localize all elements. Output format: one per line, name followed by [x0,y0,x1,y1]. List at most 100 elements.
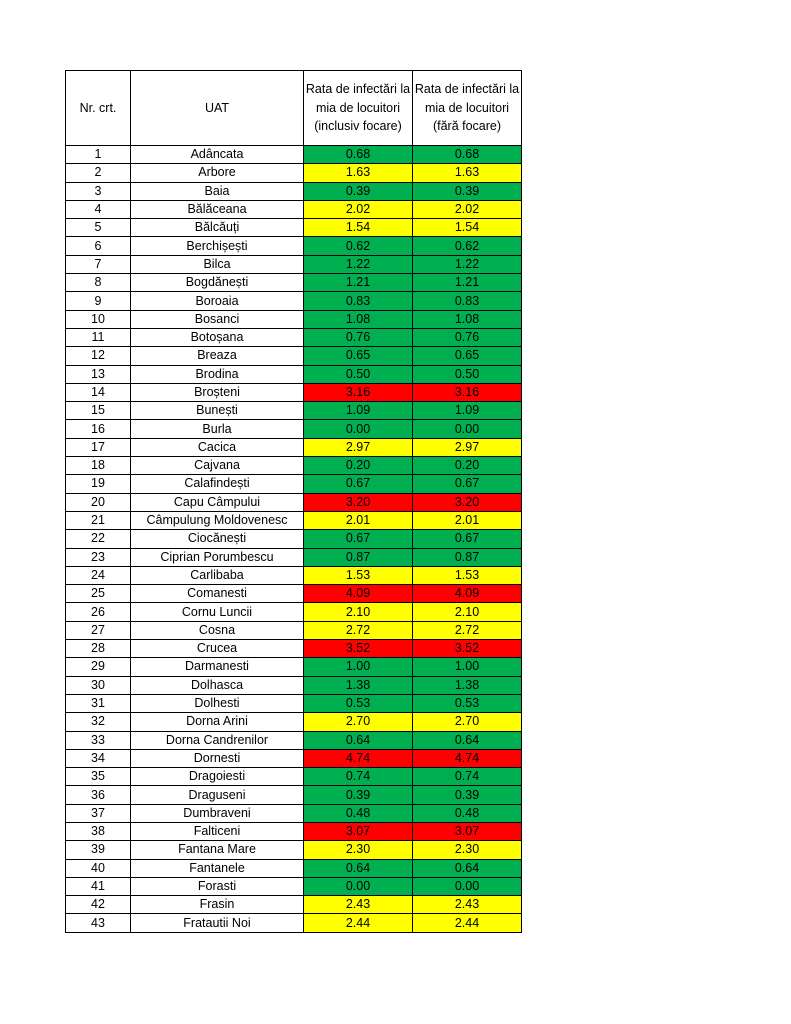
rate-including-outbreaks: 0.68 [303,144,413,165]
row-number: 1 [65,144,131,165]
uat-name: Bilca [130,254,304,275]
table-row: 23 Ciprian Porumbescu 0.87 0.87 [65,547,522,567]
row-number: 5 [65,218,131,238]
table-row: 35 Dragoiesti 0.74 0.74 [65,767,522,787]
uat-name: Berchișești [130,236,304,256]
row-number: 25 [65,584,131,604]
uat-name: Dolhesti [130,693,304,714]
table-row: 39 Fantana Mare 2.30 2.30 [65,840,522,860]
row-number: 22 [65,529,131,549]
rate-including-outbreaks: 1.09 [303,401,413,421]
row-number: 7 [65,254,131,275]
rate-including-outbreaks: 2.02 [303,199,413,220]
row-number: 31 [65,693,131,714]
rate-excluding-outbreaks: 2.01 [412,510,522,531]
rate-excluding-outbreaks: 3.16 [412,382,522,403]
table-row: 19 Calafindești 0.67 0.67 [65,474,522,494]
row-number: 11 [65,327,131,348]
uat-name: Darmanesti [130,657,304,677]
rate-excluding-outbreaks: 2.70 [412,712,522,732]
row-number: 39 [65,840,131,860]
row-number: 36 [65,785,131,805]
row-number: 20 [65,492,131,512]
table-row: 13 Brodina 0.50 0.50 [65,364,522,384]
row-number: 24 [65,565,131,586]
rate-including-outbreaks: 2.97 [303,437,413,458]
rate-excluding-outbreaks: 0.39 [412,785,522,805]
header-row: Nr. crt. UAT Rata de infectări la mia de… [65,70,522,146]
row-number: 4 [65,199,131,220]
table-row: 1 Adâncata 0.68 0.68 [65,144,522,165]
rate-including-outbreaks: 0.39 [303,785,413,805]
row-number: 10 [65,309,131,329]
uat-name: Dragoiesti [130,767,304,787]
rate-excluding-outbreaks: 0.48 [412,803,522,823]
table-row: 2 Arbore 1.63 1.63 [65,163,522,183]
table-row: 37 Dumbraveni 0.48 0.48 [65,803,522,823]
rate-including-outbreaks: 0.65 [303,346,413,366]
rate-including-outbreaks: 2.10 [303,602,413,622]
rate-excluding-outbreaks: 1.54 [412,218,522,238]
rate-including-outbreaks: 0.67 [303,474,413,494]
uat-name: Bosanci [130,309,304,329]
row-number: 43 [65,913,131,933]
rate-excluding-outbreaks: 1.63 [412,163,522,183]
table-row: 6 Berchișești 0.62 0.62 [65,236,522,256]
row-number: 3 [65,181,131,201]
rate-including-outbreaks: 4.09 [303,584,413,604]
rate-including-outbreaks: 1.21 [303,273,413,293]
rate-excluding-outbreaks: 0.64 [412,730,522,750]
row-number: 14 [65,382,131,403]
uat-name: Fantanele [130,858,304,878]
uat-name: Bunești [130,401,304,421]
uat-name: Bălcăuți [130,218,304,238]
table-row: 17 Cacica 2.97 2.97 [65,437,522,458]
rate-excluding-outbreaks: 0.87 [412,547,522,567]
uat-name: Fantana Mare [130,840,304,860]
rate-excluding-outbreaks: 1.22 [412,254,522,275]
row-number: 16 [65,419,131,439]
rate-including-outbreaks: 2.01 [303,510,413,531]
uat-name: Boroaia [130,291,304,311]
row-number: 13 [65,364,131,384]
table-row: 5 Bălcăuți 1.54 1.54 [65,218,522,238]
uat-name: Adâncata [130,144,304,165]
rate-including-outbreaks: 0.00 [303,876,413,897]
table-row: 8 Bogdănești 1.21 1.21 [65,273,522,293]
rate-including-outbreaks: 0.64 [303,858,413,878]
rate-excluding-outbreaks: 0.50 [412,364,522,384]
row-number: 2 [65,163,131,183]
uat-name: Cajvana [130,456,304,476]
rate-including-outbreaks: 0.48 [303,803,413,823]
table-body: 1 Adâncata 0.68 0.68 2 Arbore 1.63 1.63 3 Baia 0.3… [65,144,522,933]
table-row: 31 Dolhesti 0.53 0.53 [65,693,522,714]
row-number: 40 [65,858,131,878]
rate-excluding-outbreaks: 2.43 [412,895,522,915]
row-number: 34 [65,748,131,769]
rate-including-outbreaks: 1.54 [303,218,413,238]
uat-name: Dumbraveni [130,803,304,823]
rate-including-outbreaks: 0.76 [303,327,413,348]
uat-name: Comanesti [130,584,304,604]
rate-including-outbreaks: 3.52 [303,639,413,659]
uat-name: Fratautii Noi [130,913,304,933]
rate-including-outbreaks: 1.38 [303,675,413,695]
header-nr-crt: Nr. crt. [65,70,131,146]
table-row: 40 Fantanele 0.64 0.64 [65,858,522,878]
rate-including-outbreaks: 0.62 [303,236,413,256]
rate-excluding-outbreaks: 0.67 [412,474,522,494]
table-row: 16 Burla 0.00 0.00 [65,419,522,439]
uat-name: Bogdănești [130,273,304,293]
table-row: 34 Dornesti 4.74 4.74 [65,748,522,769]
rate-excluding-outbreaks: 3.07 [412,821,522,842]
table-row: 29 Darmanesti 1.00 1.00 [65,657,522,677]
header-uat: UAT [130,70,304,146]
rate-excluding-outbreaks: 0.68 [412,144,522,165]
rate-including-outbreaks: 0.83 [303,291,413,311]
uat-name: Dolhasca [130,675,304,695]
rate-including-outbreaks: 0.00 [303,419,413,439]
uat-name: Dorna Candrenilor [130,730,304,750]
rate-excluding-outbreaks: 0.39 [412,181,522,201]
rate-excluding-outbreaks: 3.20 [412,492,522,512]
uat-name: Baia [130,181,304,201]
